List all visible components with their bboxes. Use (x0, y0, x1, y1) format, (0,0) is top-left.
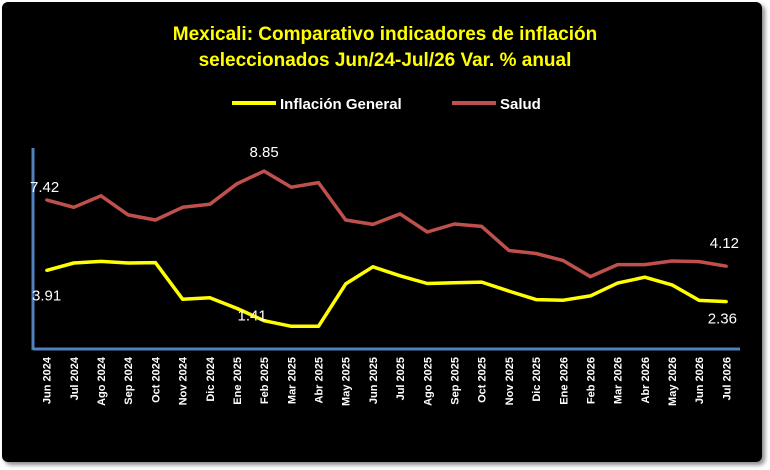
point-inflacion-general-9 (289, 324, 293, 328)
point-inflacion-general-6 (208, 296, 212, 300)
x-tick-label: Sep 2024 (123, 356, 135, 405)
point-salud-3 (126, 213, 130, 217)
data-label-salud-8: 8.85 (249, 144, 278, 161)
x-tick-label: Nov 2024 (178, 356, 190, 405)
chart-frame (2, 2, 762, 462)
point-inflacion-general-15 (453, 281, 456, 285)
point-inflacion-general-8 (262, 319, 266, 323)
point-salud-15 (453, 222, 456, 226)
x-tick-labels: Jun 2024 Jul 2024 Ago 2024 Sep 2024 Oct 2024… (42, 356, 734, 406)
point-salud-21 (616, 263, 620, 267)
point-inflacion-general-22 (643, 275, 647, 279)
point-salud-2 (99, 194, 103, 198)
data-label-salud-25: 4.12 (710, 235, 739, 252)
chart-title-line-2: seleccionados Jun/24-Jul/26 Var. % anual (199, 50, 572, 71)
point-inflacion-general-25 (724, 300, 728, 304)
chart-title-line-1: Mexicali: Comparativo indicadores de inf… (173, 24, 597, 45)
point-salud-13 (398, 212, 402, 216)
point-inflacion-general-18 (534, 298, 538, 302)
point-salud-17 (507, 249, 511, 252)
point-inflacion-general-21 (616, 281, 620, 285)
point-salud-5 (181, 205, 185, 209)
x-tick-label: Ene 2025 (232, 357, 244, 405)
x-tick-label: Mar 2025 (286, 357, 298, 404)
x-tick-label: Ene 2026 (558, 357, 570, 405)
point-inflacion-general-3 (126, 261, 130, 265)
point-inflacion-general-23 (670, 283, 674, 287)
x-tick-label: Mar 2026 (613, 357, 625, 404)
point-inflacion-general-0 (45, 268, 49, 272)
point-salud-8 (262, 169, 266, 173)
x-tick-label: Ago 2024 (96, 356, 108, 406)
point-inflacion-general-2 (99, 259, 103, 263)
point-salud-24 (697, 260, 701, 264)
point-salud-22 (643, 263, 647, 267)
point-salud-12 (371, 222, 375, 226)
point-salud-18 (534, 252, 538, 255)
x-tick-label: Oct 2024 (150, 356, 162, 403)
point-salud-20 (588, 275, 592, 279)
point-inflacion-general-5 (181, 297, 185, 301)
point-inflacion-general-11 (344, 282, 348, 286)
data-label-salud-0: 7.42 (30, 179, 59, 196)
x-tick-label: Oct 2025 (477, 357, 489, 403)
point-inflacion-general-13 (398, 274, 402, 278)
data-label-inflacion-general-25: 2.36 (708, 311, 737, 328)
x-tick-label: Feb 2026 (585, 357, 597, 404)
point-inflacion-general-7 (235, 306, 239, 310)
point-salud-4 (153, 218, 157, 222)
x-tick-label: Jun 2024 (42, 356, 54, 404)
point-salud-11 (344, 218, 348, 222)
series-line-salud (46, 169, 727, 279)
x-tick-label: Jul 2025 (395, 357, 407, 400)
point-inflacion-general-20 (588, 294, 592, 298)
x-tick-label: Jun 2026 (694, 357, 706, 404)
data-label-inflacion-general-8: 1.41 (237, 308, 266, 325)
point-salud-23 (670, 259, 674, 263)
point-salud-10 (317, 181, 320, 185)
point-inflacion-general-16 (480, 280, 484, 284)
x-tick-label: Dic 2024 (205, 356, 217, 402)
point-salud-7 (235, 182, 239, 186)
legend-label-salud: Salud (500, 96, 541, 113)
point-inflacion-general-19 (561, 298, 565, 302)
point-salud-0 (45, 198, 49, 202)
x-tick-label: Sep 2025 (450, 357, 462, 405)
point-inflacion-general-4 (153, 261, 157, 265)
x-tick-label: Abr 2026 (640, 357, 652, 403)
point-salud-9 (289, 185, 293, 189)
point-salud-14 (425, 230, 429, 234)
x-tick-label: Jun 2025 (368, 357, 380, 404)
x-tick-label: Ago 2025 (422, 357, 434, 406)
data-labels: 7.42 8.85 4.12 3.91 1.41 2.36 (30, 144, 739, 328)
point-inflacion-general-24 (697, 298, 701, 302)
x-tick-label: May 2025 (341, 357, 353, 406)
point-salud-19 (561, 259, 565, 263)
series-line-inflacion-general (46, 259, 727, 329)
legend: Inflación General Salud (232, 96, 541, 113)
x-tick-label: Nov 2025 (504, 357, 516, 405)
legend-label-inflacion-general: Inflación General (280, 96, 402, 113)
point-salud-1 (72, 205, 76, 209)
point-inflacion-general-14 (425, 282, 429, 285)
x-tick-label: May 2026 (667, 357, 679, 406)
point-inflacion-general-1 (72, 261, 76, 265)
point-inflacion-general-12 (371, 265, 375, 269)
point-salud-16 (480, 224, 484, 228)
point-salud-25 (724, 264, 728, 268)
x-tick-label: Feb 2025 (259, 357, 271, 404)
data-label-inflacion-general-0: 3.91 (32, 287, 61, 304)
x-tick-label: Dic 2025 (531, 357, 543, 402)
x-tick-label: Jul 2024 (69, 356, 81, 400)
point-salud-6 (208, 202, 212, 206)
x-tick-label: Abr 2025 (314, 357, 326, 403)
series-layer (45, 169, 728, 329)
point-inflacion-general-17 (507, 289, 511, 293)
x-tick-label: Jul 2026 (721, 357, 733, 400)
point-inflacion-general-10 (317, 324, 320, 328)
